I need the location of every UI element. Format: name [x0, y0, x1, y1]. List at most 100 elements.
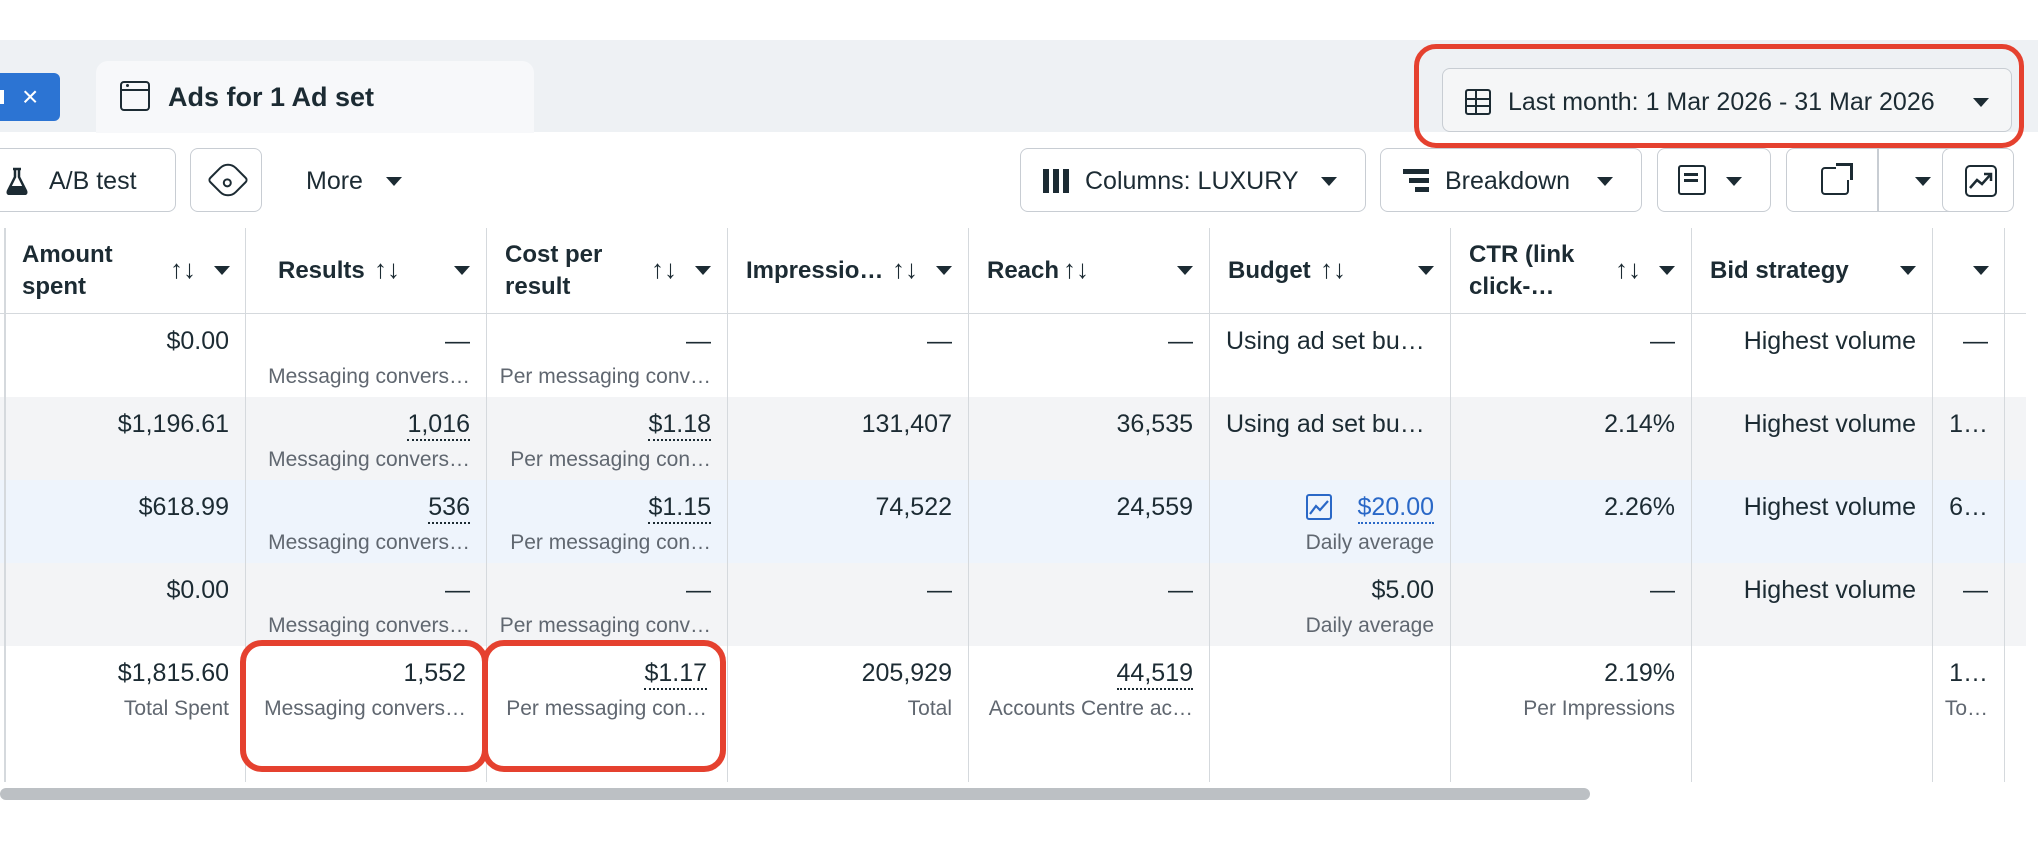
date-range-highlight — [1414, 44, 2024, 148]
chevron-down-icon[interactable] — [1915, 177, 1931, 186]
date-range-picker[interactable]: Last month: 1 Mar 2026 - 31 Mar 2026 — [1442, 68, 2012, 132]
chevron-down-icon[interactable] — [1900, 266, 1916, 275]
column-header-amount-spent[interactable]: Amount spent ↑↓ — [0, 228, 246, 314]
chevron-down-icon[interactable] — [695, 266, 711, 275]
table-row[interactable]: $0.00 — Messaging convers… — Per messaging c… — [0, 563, 2026, 646]
table-row[interactable]: $0.00 — Messaging convers… — Per messaging c… — [0, 314, 2026, 397]
budget-value[interactable]: $20.00 — [1357, 492, 1434, 524]
chevron-down-icon — [1597, 177, 1613, 186]
chevron-down-icon[interactable] — [1659, 266, 1675, 275]
budget-value: $5.00 — [1371, 576, 1434, 604]
cell-total-extra: 1… To… — [1933, 646, 2005, 782]
sort-icon[interactable]: ↑↓ — [651, 254, 677, 284]
table-left-border — [4, 228, 6, 782]
table-row[interactable]: $618.99 536 Messaging convers… $1.15 Per mes… — [0, 480, 2026, 563]
flask-icon — [6, 167, 28, 195]
sort-icon[interactable]: ↑↓ — [1320, 254, 1346, 284]
close-icon[interactable]: × — [22, 81, 39, 112]
cell-cost-per-result: — Per messaging conv… — [487, 314, 728, 397]
results-type: Messaging convers… — [268, 614, 470, 637]
tab-campaign[interactable]: × — [0, 73, 60, 121]
calendar-table-icon — [1465, 89, 1491, 115]
sort-icon[interactable]: ↑↓ — [374, 254, 400, 284]
charts-button[interactable] — [1942, 148, 2014, 212]
cell-amount-spent: $0.00 — [0, 314, 246, 397]
chevron-down-icon[interactable] — [1177, 266, 1193, 275]
chevron-down-icon[interactable] — [214, 266, 230, 275]
header-label: CTR (link — [1469, 241, 1575, 268]
header-label: Bid strategy — [1710, 257, 1849, 284]
date-range-label: Last month: 1 Mar 2026 - 31 Mar 2026 — [1508, 88, 1935, 116]
cell-total-results: 1,552 Messaging convers… — [246, 646, 487, 782]
reach-value: — — [1168, 327, 1193, 355]
table-row[interactable]: $1,196.61 1,016 Messaging convers… $1.18 Per… — [0, 397, 2026, 480]
cost-per-result-total-highlight — [482, 640, 726, 772]
chevron-down-icon[interactable] — [454, 266, 470, 275]
cell-results: — Messaging convers… — [246, 563, 487, 646]
cell-results: — Messaging convers… — [246, 314, 487, 397]
cell-extra: 6… — [1933, 480, 2005, 563]
more-button[interactable]: More — [280, 148, 430, 212]
results-type: Messaging convers… — [268, 365, 470, 388]
cell-total-budget — [1210, 646, 1451, 782]
column-header-extra[interactable] — [1933, 228, 2005, 314]
window-icon — [120, 81, 150, 111]
sort-icon[interactable]: ↑↓ — [170, 254, 196, 284]
column-header-reach[interactable]: Reach ↑↓ — [969, 228, 1210, 314]
budget-chart-icon[interactable] — [1306, 494, 1332, 520]
cell-budget: $5.00 Daily average — [1210, 563, 1451, 646]
ads-table: Amount spent ↑↓ Results ↑↓ Cost per resu… — [0, 228, 2026, 782]
cell-total-impressions: 205,929 Total — [728, 646, 969, 782]
cell-budget: Using ad set bu… — [1210, 397, 1451, 480]
cell-extra: — — [1933, 314, 2005, 397]
header-label: Budget — [1228, 257, 1311, 284]
sort-icon[interactable]: ↑↓ — [1615, 254, 1641, 284]
results-type: Messaging convers… — [268, 531, 470, 554]
columns-label: Columns: LUXURY — [1085, 167, 1299, 195]
amount-spent-value: $0.00 — [166, 576, 229, 604]
cell-ctr: 2.14% — [1451, 397, 1692, 480]
total-cost-per-result[interactable]: $1.17 — [644, 658, 707, 690]
tab-ads[interactable]: Ads for 1 Ad set — [96, 61, 534, 133]
cell-ctr: 2.26% — [1451, 480, 1692, 563]
sort-icon[interactable]: ↑↓ — [892, 254, 918, 284]
results-value[interactable]: 536 — [428, 492, 470, 524]
cost-per-result-value: — — [686, 327, 711, 355]
sort-icon[interactable]: ↑↓ — [1063, 254, 1089, 284]
chevron-down-icon[interactable] — [1418, 266, 1434, 275]
impressions-value: 131,407 — [861, 410, 952, 438]
ctr-value: — — [1650, 576, 1675, 604]
cell-total-amount-spent: $1,815.60 Total Spent — [0, 646, 246, 782]
column-header-impressions[interactable]: Impressio… ↑↓ — [728, 228, 969, 314]
results-value[interactable]: 1,016 — [407, 409, 470, 441]
cell-impressions: — — [728, 314, 969, 397]
cost-per-result-value[interactable]: $1.15 — [648, 492, 711, 524]
breakdown-icon — [1403, 169, 1429, 193]
extra-value: — — [1963, 576, 1988, 604]
chevron-down-icon — [386, 177, 402, 186]
column-header-bid-strategy[interactable]: Bid strategy — [1692, 228, 1933, 314]
columns-button[interactable]: Columns: LUXURY — [1020, 148, 1366, 212]
export-button[interactable] — [1786, 148, 1968, 212]
column-header-cost-per-result[interactable]: Cost per result ↑↓ — [487, 228, 728, 314]
cell-reach: — — [969, 314, 1210, 397]
reports-button[interactable] — [1657, 148, 1771, 212]
column-header-ctr[interactable]: CTR (link click-… ↑↓ — [1451, 228, 1692, 314]
breakdown-button[interactable]: Breakdown — [1380, 148, 1642, 212]
cost-per-result-type: Per messaging con… — [510, 531, 711, 554]
chevron-down-icon[interactable] — [936, 266, 952, 275]
ab-test-button[interactable]: A/B test — [0, 148, 176, 212]
cost-per-result-value[interactable]: $1.18 — [648, 409, 711, 441]
cell-budget: Using ad set bu… — [1210, 314, 1451, 397]
bid-strategy-value: Highest volume — [1743, 493, 1916, 521]
chevron-down-icon[interactable] — [1973, 266, 1989, 275]
column-header-budget[interactable]: Budget ↑↓ — [1210, 228, 1451, 314]
column-header-results[interactable]: Results ↑↓ — [246, 228, 487, 314]
cell-total-reach: 44,519 Accounts Centre ac… — [969, 646, 1210, 782]
cell-total-cost-per-result: $1.17 Per messaging con… — [487, 646, 728, 782]
trend-chart-icon — [1965, 165, 1997, 197]
horizontal-scrollbar[interactable] — [0, 788, 1590, 800]
total-ctr: 2.19% — [1604, 659, 1675, 687]
tags-button[interactable] — [190, 148, 262, 212]
total-reach[interactable]: 44,519 — [1116, 658, 1193, 690]
